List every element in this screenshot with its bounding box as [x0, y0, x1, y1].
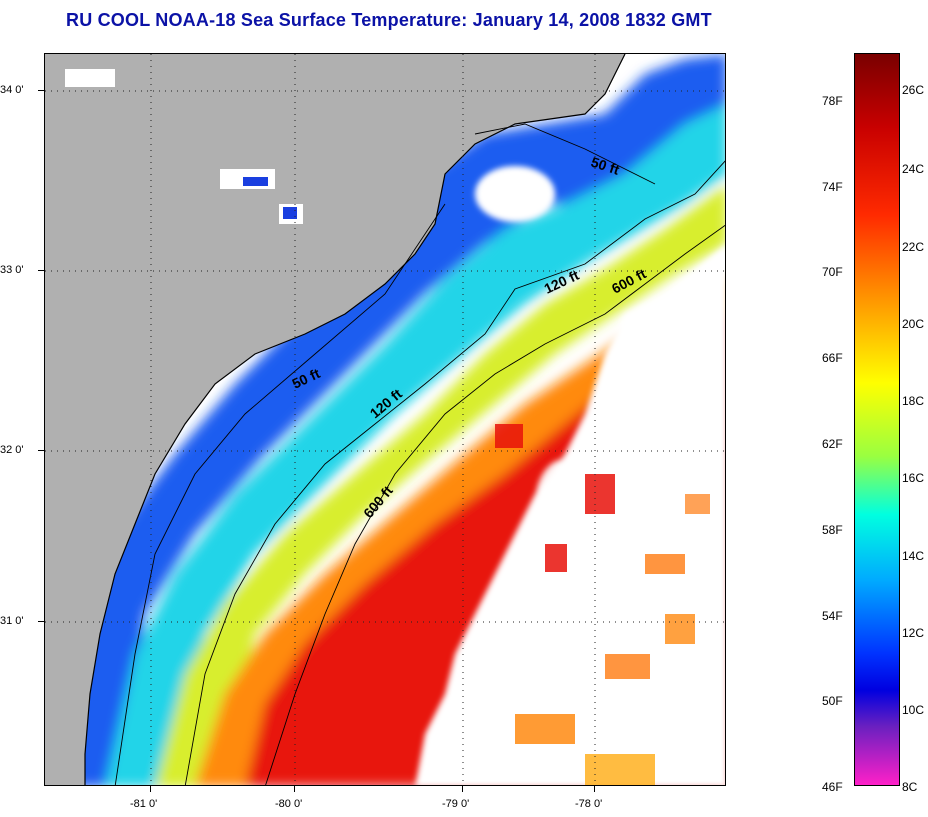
celsius-label: 20C	[902, 317, 925, 331]
celsius-label: 10C	[902, 703, 925, 717]
lat-tick	[38, 621, 44, 622]
fahrenheit-label: 66F	[822, 351, 843, 365]
celsius-label: 14C	[902, 549, 925, 563]
isobath-50ft	[114, 203, 446, 785]
fahrenheit-label: 46F	[822, 780, 843, 794]
lon-label: -79 0'	[442, 798, 470, 810]
map-title: RU COOL NOAA-18 Sea Surface Temperature:…	[66, 10, 712, 30]
celsius-label: 26C	[902, 83, 925, 97]
coastline	[84, 54, 626, 785]
fahrenheit-label: 78F	[822, 94, 843, 108]
fahrenheit-label: 54F	[822, 609, 843, 623]
lat-label: 32 0'	[0, 444, 24, 456]
lon-label: -81 0'	[130, 798, 158, 810]
lat-label: 33 0'	[0, 264, 24, 276]
cloud-cover	[415, 166, 725, 785]
isobath-50ft-north	[474, 123, 656, 185]
celsius-label: 22C	[902, 240, 925, 254]
lon-label: -78 0'	[575, 798, 603, 810]
temperature-colorbar	[854, 53, 900, 786]
fahrenheit-label: 74F	[822, 180, 843, 194]
celsius-label: 24C	[902, 162, 925, 176]
land-mass	[45, 54, 625, 785]
inland-lakes	[65, 69, 303, 224]
sst-map: 50 ft 50 ft 120 ft 120 ft 600 ft 600 ft	[44, 53, 726, 786]
isobath-600ft	[265, 224, 725, 785]
celsius-label: 16C	[902, 471, 925, 485]
lon-tick	[150, 786, 151, 792]
colorbar-gradient	[855, 54, 899, 785]
celsius-label: 12C	[902, 626, 925, 640]
isobath-120ft	[184, 160, 725, 785]
graticule	[45, 54, 725, 785]
fahrenheit-label: 50F	[822, 694, 843, 708]
fahrenheit-label: 70F	[822, 265, 843, 279]
sst-map-canvas: 50 ft 50 ft 120 ft 120 ft 600 ft 600 ft	[45, 54, 725, 785]
lat-tick	[38, 270, 44, 271]
cloud-edge-pixels	[495, 424, 710, 785]
lon-tick	[294, 786, 295, 792]
lon-tick	[462, 786, 463, 792]
lat-tick	[38, 450, 44, 451]
lat-label: 31 0'	[0, 615, 24, 627]
lat-label: 34 0'	[0, 84, 24, 96]
celsius-label: 8C	[902, 780, 918, 794]
lat-tick	[38, 90, 44, 91]
fahrenheit-label: 62F	[822, 437, 843, 451]
lon-label: -80 0'	[275, 798, 303, 810]
fahrenheit-label: 58F	[822, 523, 843, 537]
lon-tick	[594, 786, 595, 792]
celsius-label: 18C	[902, 394, 925, 408]
